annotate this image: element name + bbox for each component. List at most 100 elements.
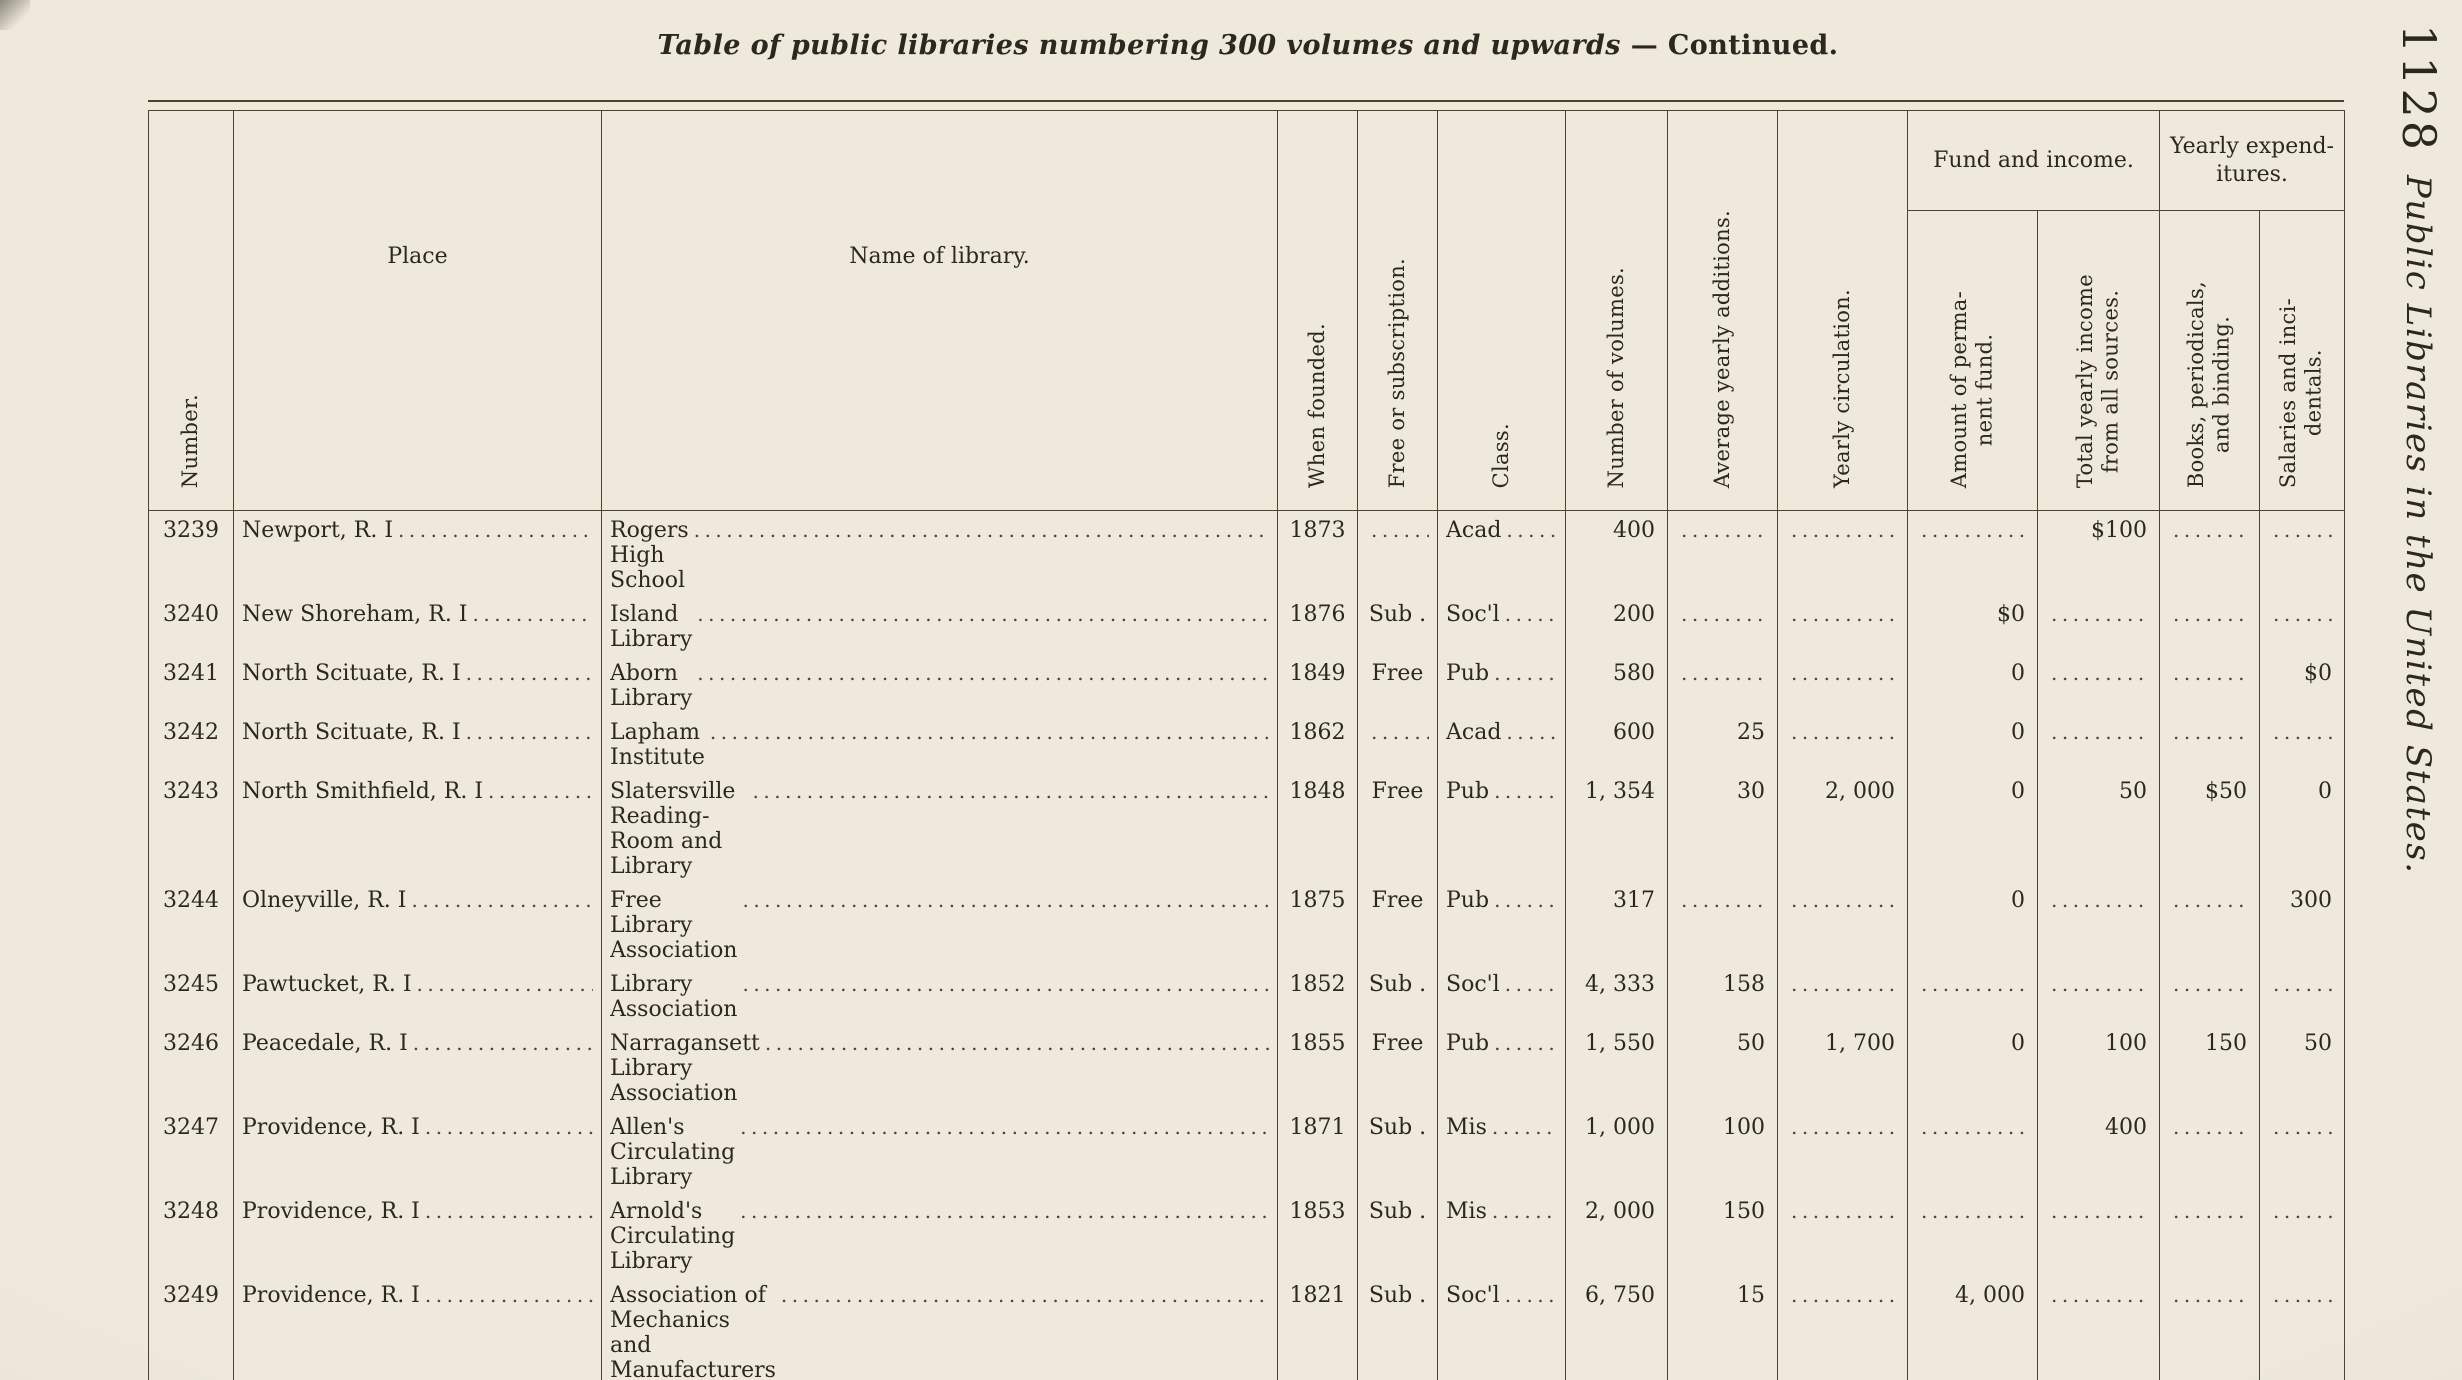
cell-salaries (2259, 713, 2345, 772)
table-row: 3243 North Smithfield, R. I Slatersville R… (148, 772, 2345, 881)
cell-founded: 1876 (1277, 595, 1358, 654)
dot-leader (1489, 1031, 1557, 1056)
cell-value: 0 (2011, 1031, 2025, 1056)
cell-founded: 1849 (1277, 654, 1358, 713)
cell-value: $0 (1997, 602, 2025, 627)
cell-value: 150 (2205, 1031, 2247, 1056)
cell-value: 200 (1613, 602, 1655, 627)
dot-leader (483, 779, 593, 804)
dot-leader (2168, 1283, 2247, 1308)
dot-leader (776, 1283, 1269, 1308)
cell-value: Sub . (1368, 972, 1427, 997)
table-row: 3246 Peacedale, R. I Narragansett Library … (148, 1024, 2345, 1108)
cell-income (2037, 965, 2160, 1024)
cell-salaries: 50 (2259, 1024, 2345, 1108)
cell-value: Mis (1446, 1199, 1487, 1224)
cell-value: 6, 750 (1585, 1283, 1655, 1308)
col-header-place: Place (233, 110, 602, 511)
cell-class: Acad (1437, 713, 1566, 772)
col-header-free-or-subscription: Free or subscription. (1357, 110, 1438, 511)
dot-leader (1366, 720, 1429, 745)
cell-fund (1907, 1192, 2038, 1276)
cell-salaries: 0 (2259, 772, 2345, 881)
title-text: Table of public libraries numbering 300 … (657, 30, 1621, 61)
scan-smudge (0, 0, 30, 30)
cell-salaries: $0 (2259, 654, 2345, 713)
cell-value: 0 (2011, 779, 2025, 804)
cell-fund: 4, 000 (1907, 1276, 2038, 1380)
cell-income (2037, 713, 2160, 772)
cell-place: North Smithfield, R. I (233, 772, 602, 881)
dot-leader (393, 518, 593, 543)
col-header-total-yearly-income: Total yearly income from all sources. (2037, 210, 2160, 511)
cell-fund: 0 (1907, 713, 2038, 772)
cell-value: 1, 000 (1585, 1115, 1655, 1140)
cell-books (2159, 510, 2260, 595)
cell-value: Providence, R. I (242, 1199, 420, 1224)
cell-value: 1821 (1289, 1283, 1346, 1308)
cell-value: 3248 (163, 1199, 219, 1224)
dot-leader (692, 602, 1269, 627)
cell-volumes: 400 (1565, 510, 1668, 595)
cell-value: $0 (2304, 661, 2332, 686)
cell-value: 1853 (1289, 1199, 1346, 1224)
cell-value: Free (1371, 1031, 1424, 1056)
cell-value: Lapham Institute (610, 720, 705, 770)
cell-books (2159, 595, 2260, 654)
page-number: 1128 (2392, 24, 2446, 154)
group-header-fund-and-income: Fund and income. (1907, 110, 2160, 211)
cell-value: 4, 333 (1585, 972, 1655, 997)
dot-leader (737, 972, 1269, 997)
table-row: 3247 Providence, R. I Allen's Circulating … (148, 1108, 2345, 1192)
cell-value: Island Library (610, 602, 693, 652)
col-header-average-yearly-additions: Average yearly additions. (1667, 110, 1778, 511)
cell-value: 1871 (1289, 1115, 1346, 1140)
cell-value: 3249 (163, 1283, 219, 1308)
cell-circulation: 1, 700 (1777, 1024, 1908, 1108)
cell-value: 1852 (1289, 972, 1346, 997)
cell-value: Free (1371, 661, 1424, 686)
cell-income (2037, 881, 2160, 965)
dot-leader (705, 720, 1269, 745)
dot-leader (2268, 720, 2332, 745)
dot-leader (1786, 972, 1895, 997)
table-row: 3244 Olneyville, R. I Free Library Associa… (148, 881, 2345, 965)
cell-salaries (2259, 1108, 2345, 1192)
col-header-number-of-volumes: Number of volumes. (1565, 110, 1668, 511)
cell-class: Pub (1437, 772, 1566, 881)
cell-value: Acad (1446, 720, 1502, 745)
dot-leader (461, 720, 593, 745)
dot-leader (1916, 1199, 2025, 1224)
dot-leader (2268, 602, 2332, 627)
dot-leader (2168, 1199, 2247, 1224)
dot-leader (747, 779, 1269, 804)
dot-leader (412, 972, 593, 997)
cell-income: 50 (2037, 772, 2160, 881)
cell-name: Narragansett Library Association (601, 1024, 1278, 1108)
dot-leader (1489, 661, 1557, 686)
cell-additions (1667, 881, 1778, 965)
cell-value: 2, 000 (1585, 1199, 1655, 1224)
dot-leader (2268, 972, 2332, 997)
cell-name: Rogers High School (601, 510, 1278, 595)
cell-value: Association of Mechanics and Manufacture… (610, 1283, 776, 1380)
cell-value: Peacedale, R. I (242, 1031, 408, 1056)
dot-leader (1366, 518, 1429, 543)
dot-leader (1487, 1115, 1557, 1140)
cell-fund: 0 (1907, 654, 2038, 713)
cell-circulation (1777, 654, 1908, 713)
cell-value: Free Library Association (610, 888, 738, 963)
dot-leader (2168, 518, 2247, 543)
col-header-name: Name of library. (601, 110, 1278, 511)
col-header-amount-of-permanent-fund: Amount of perma- nent fund. (1907, 210, 2038, 511)
cell-value: 0 (2318, 779, 2332, 804)
cell-class: Soc'l (1437, 965, 1566, 1024)
dot-leader (760, 1031, 1269, 1056)
cell-founded: 1871 (1277, 1108, 1358, 1192)
cell-founded: 1853 (1277, 1192, 1358, 1276)
cell-free-sub: Sub . (1357, 965, 1438, 1024)
cell-free-sub (1357, 510, 1438, 595)
cell-value: Aborn Library (610, 661, 693, 711)
cell-fund (1907, 965, 2038, 1024)
dot-leader (1916, 972, 2025, 997)
